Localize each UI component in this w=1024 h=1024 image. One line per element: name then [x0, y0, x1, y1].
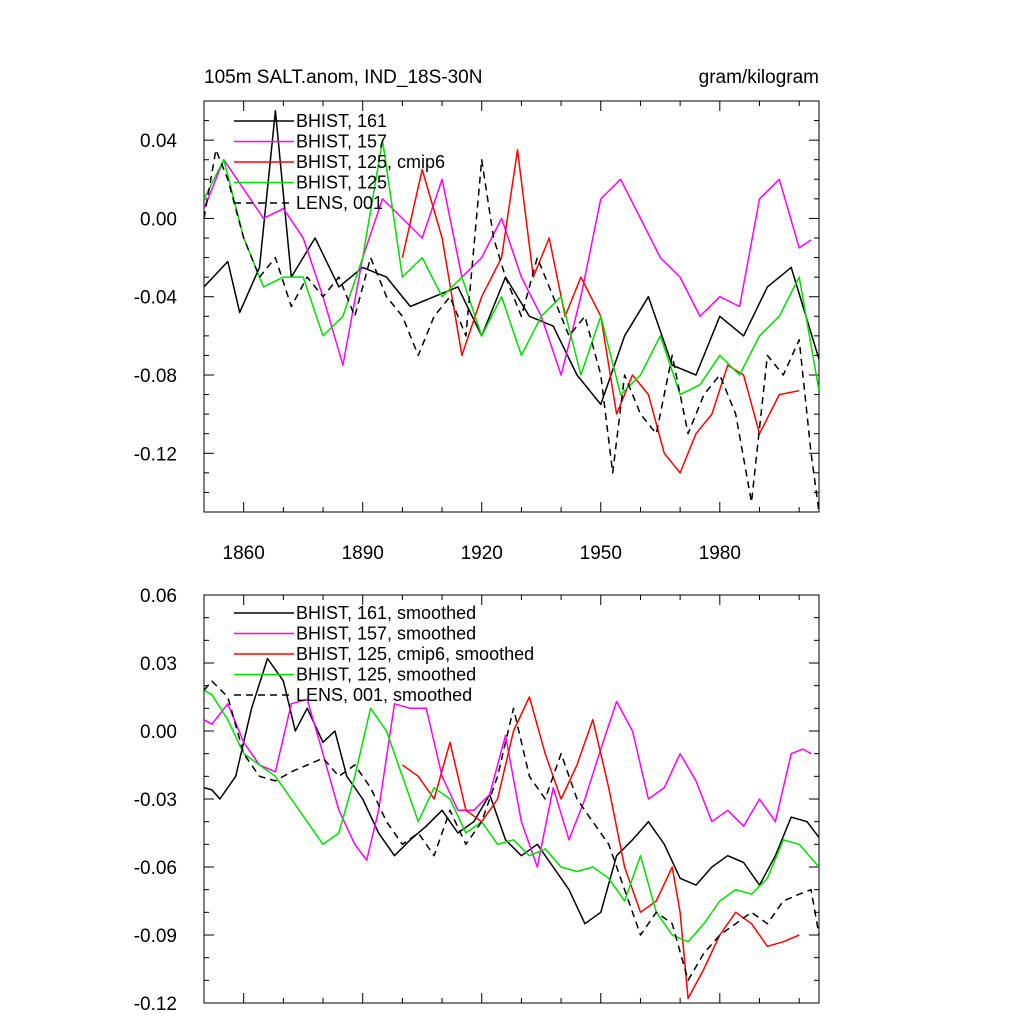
x-tick-label: 1890	[342, 543, 384, 564]
y-tick-label: 0.00	[140, 722, 177, 743]
y-tick-label: -0.04	[134, 288, 178, 309]
y-tick-label: -0.06	[134, 858, 177, 879]
y-tick-label: 0.06	[140, 586, 177, 607]
series-line-2	[204, 698, 812, 868]
x-axis	[243, 595, 800, 1003]
y-tick-label: 0.04	[140, 131, 177, 152]
x-tick-label: 1920	[461, 543, 503, 564]
x-tick-label: 1950	[580, 543, 622, 564]
legend-label: BHIST, 125, cmip6, smoothed	[296, 644, 534, 664]
x-tick-label: 1860	[223, 543, 265, 564]
y-tick-label: 0.03	[140, 654, 177, 675]
series-group	[204, 110, 819, 512]
legend-label: BHIST, 161	[296, 111, 387, 131]
y-axis: 0.06 0.03 0.00 -0.03 -0.06 -0.09 -0.12	[134, 586, 819, 1015]
series-line-4	[204, 139, 819, 396]
y-tick-label: -0.12	[134, 444, 177, 465]
legend-label: BHIST, 157	[296, 132, 387, 152]
series-line-2	[204, 158, 812, 376]
series-line-1	[204, 657, 819, 925]
legend-label: BHIST, 125, cmip6	[296, 152, 445, 172]
x-tick-label: 1980	[699, 543, 741, 564]
bottom-panel: 0.06 0.03 0.00 -0.03 -0.06 -0.09 -0.12 BHIST, 1…	[134, 586, 820, 1015]
y-tick-label: -0.12	[134, 994, 177, 1015]
legend-label: BHIST, 125	[296, 173, 387, 193]
top-panel: 105m SALT.anom, IND_18S-30N gram/kilogra…	[134, 67, 820, 564]
y-axis: 0.04 0.00 -0.04 -0.08 -0.12	[134, 100, 819, 513]
x-axis: 1860 1890 1920 1950 1980	[223, 101, 800, 564]
legend-label: LENS, 001	[296, 193, 383, 213]
legend-label: BHIST, 125, smoothed	[296, 665, 476, 685]
series-line-5	[204, 149, 819, 512]
legend-label: LENS, 001, smoothed	[296, 685, 472, 705]
series-line-1	[204, 110, 819, 406]
series-line-3	[401, 696, 800, 1000]
legend-label: BHIST, 157, smoothed	[296, 624, 476, 644]
y-tick-label: -0.08	[134, 366, 177, 387]
y-tick-label: 0.00	[140, 209, 177, 230]
y-tick-label: -0.03	[134, 790, 177, 811]
series-group	[204, 657, 819, 1000]
legend-label: BHIST, 161, smoothed	[296, 603, 476, 623]
top-units: gram/kilogram	[699, 67, 819, 88]
plot-frame	[203, 100, 820, 513]
series-line-5	[204, 680, 819, 982]
series-line-4	[204, 689, 819, 943]
top-title: 105m SALT.anom, IND_18S-30N	[204, 67, 482, 88]
y-tick-label: -0.09	[134, 926, 177, 947]
